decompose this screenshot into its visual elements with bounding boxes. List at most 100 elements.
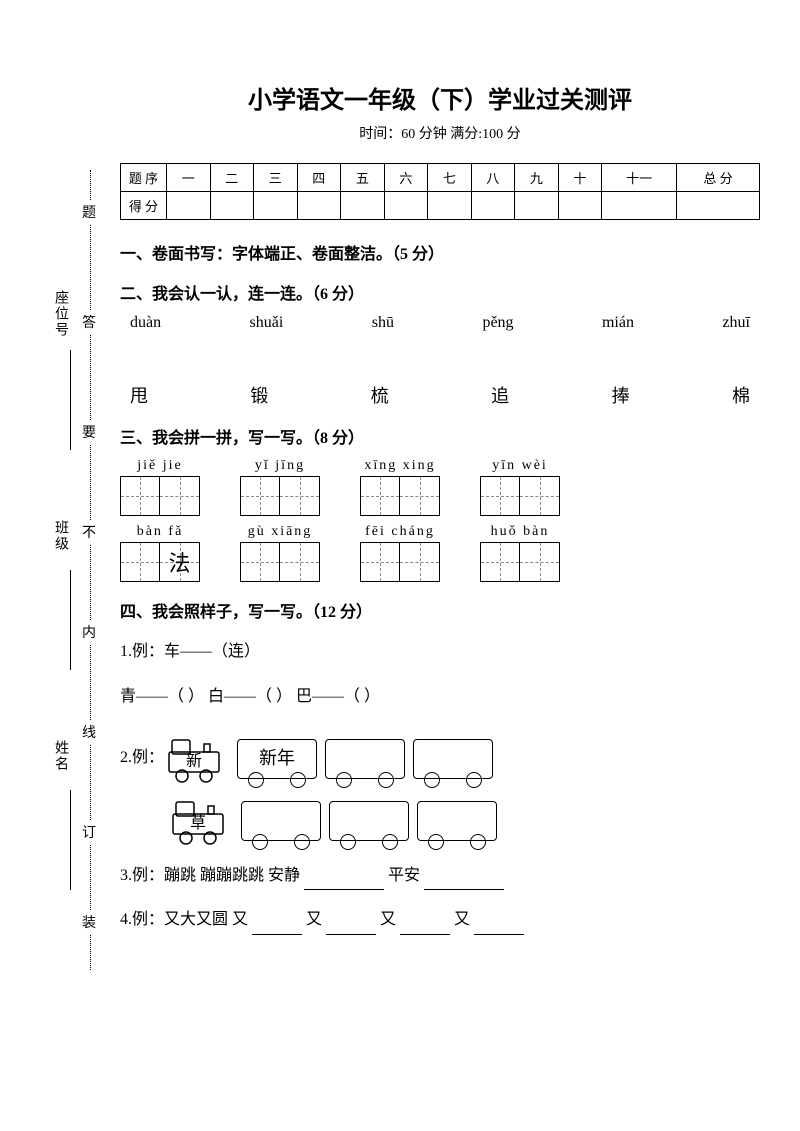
q4-2-label: 2.例： (120, 744, 164, 773)
char-boxes (480, 476, 560, 516)
char-group: fēi cháng (360, 524, 440, 582)
col-cell: 九 (515, 164, 559, 192)
margin-char: 答 (82, 310, 96, 334)
margin-char: 要 (82, 420, 96, 444)
score-cell[interactable] (558, 192, 602, 220)
exam-subtitle: 时间：60 分钟 满分:100 分 (120, 123, 760, 143)
char-group: xīng xing (360, 458, 440, 516)
write-box[interactable] (360, 476, 400, 516)
score-cell[interactable] (602, 192, 677, 220)
col-cell: 七 (428, 164, 472, 192)
score-cell[interactable] (254, 192, 298, 220)
char-boxes (360, 476, 440, 516)
write-box[interactable] (520, 476, 560, 516)
train-car[interactable] (417, 801, 497, 841)
section-3-heading: 三、我会拼一拼，写一写。（8 分） (120, 424, 760, 448)
score-cell[interactable] (515, 192, 559, 220)
locomotive-icon: 草 (168, 796, 233, 846)
col-cell: 十一 (602, 164, 677, 192)
locomotive-icon: 新 (164, 734, 229, 784)
train-row: 新 新年 (164, 734, 493, 784)
score-table: 题 序 一 二 三 四 五 六 七 八 九 十 十一 总 分 得 分 (120, 163, 760, 220)
col-cell: 八 (471, 164, 515, 192)
train-car[interactable] (329, 801, 409, 841)
char-pinyin: gù xiāng (248, 524, 313, 540)
fill-blank[interactable] (424, 872, 504, 890)
score-cell[interactable] (428, 192, 472, 220)
score-cell[interactable] (471, 192, 515, 220)
write-box[interactable] (280, 476, 320, 516)
hanzi-item: 甩 (130, 382, 148, 408)
char-group: huǒ bàn (480, 524, 560, 582)
write-box[interactable] (480, 476, 520, 516)
fill-blank[interactable] (326, 917, 376, 935)
fill-blank[interactable] (400, 917, 450, 935)
pinyin-item: duàn (130, 314, 161, 332)
hanzi-item: 梳 (371, 382, 389, 408)
table-row: 题 序 一 二 三 四 五 六 七 八 九 十 十一 总 分 (121, 164, 760, 192)
header-cell: 题 序 (121, 164, 167, 192)
hanzi-item: 棉 (732, 382, 750, 408)
char-boxes (360, 542, 440, 582)
char-pinyin: yǐ jīng (255, 458, 305, 474)
char-write-row: bàn fǎ 法 gù xiāng fēi cháng huǒ bàn (120, 524, 760, 582)
question-4-3: 3.例：蹦跳 蹦蹦跳跳 安静 平安 (120, 862, 760, 891)
char-boxes (240, 542, 320, 582)
write-box[interactable] (280, 542, 320, 582)
score-cell[interactable] (167, 192, 211, 220)
score-cell[interactable] (384, 192, 428, 220)
score-cell[interactable] (210, 192, 254, 220)
char-group: jiě jie (120, 458, 200, 516)
question-4-2b: 草 (168, 796, 760, 846)
question-4-2: 2.例： 新 新年 (120, 728, 760, 790)
write-box[interactable] (480, 542, 520, 582)
write-box[interactable]: 法 (160, 542, 200, 582)
page-content: 小学语文一年级（下）学业过关测评 时间：60 分钟 满分:100 分 题 序 一… (120, 80, 760, 951)
train-car: 新年 (237, 739, 317, 779)
hanzi-row: 甩 锻 梳 追 捧 棉 (120, 382, 760, 408)
pinyin-item: shū (372, 314, 394, 332)
fill-blank[interactable] (252, 917, 302, 935)
train-car[interactable] (413, 739, 493, 779)
train-row: 草 (168, 796, 760, 846)
col-cell: 六 (384, 164, 428, 192)
score-cell[interactable] (341, 192, 385, 220)
write-box[interactable] (520, 542, 560, 582)
char-boxes (120, 476, 200, 516)
write-box[interactable] (160, 476, 200, 516)
write-box[interactable] (400, 476, 440, 516)
fill-line (70, 350, 71, 450)
score-cell[interactable] (297, 192, 341, 220)
fill-line (70, 570, 71, 670)
fill-blank[interactable] (304, 872, 384, 890)
section-2-heading: 二、我会认一认，连一连。（6 分） (120, 280, 760, 304)
svg-text:草: 草 (190, 814, 206, 832)
q4-3-text: 3.例：蹦跳 蹦蹦跳跳 安静 (120, 867, 300, 884)
name-label: 姓名 (50, 740, 70, 772)
char-pinyin: huǒ bàn (491, 524, 550, 540)
col-cell: 三 (254, 164, 298, 192)
train-car[interactable] (241, 801, 321, 841)
char-boxes (480, 542, 560, 582)
write-box[interactable] (240, 476, 280, 516)
fill-blank[interactable] (474, 917, 524, 935)
hanzi-item: 锻 (250, 382, 268, 408)
char-group: yǐ jīng (240, 458, 320, 516)
write-box[interactable] (240, 542, 280, 582)
write-box[interactable] (360, 542, 400, 582)
margin-char: 题 (82, 200, 96, 224)
margin-char: 内 (82, 620, 96, 644)
char-pinyin: bàn fǎ (137, 524, 184, 540)
write-box[interactable] (120, 476, 160, 516)
margin-char: 订 (82, 820, 96, 844)
exam-title: 小学语文一年级（下）学业过关测评 (120, 80, 760, 115)
train-car[interactable] (325, 739, 405, 779)
score-cell[interactable] (677, 192, 760, 220)
write-box[interactable] (120, 542, 160, 582)
write-box[interactable] (400, 542, 440, 582)
col-cell: 五 (341, 164, 385, 192)
pinyin-item: mián (602, 314, 634, 332)
question-4-4: 4.例：又大又圆 又 又 又 又 (120, 906, 760, 935)
fill-line (70, 790, 71, 890)
col-cell: 四 (297, 164, 341, 192)
